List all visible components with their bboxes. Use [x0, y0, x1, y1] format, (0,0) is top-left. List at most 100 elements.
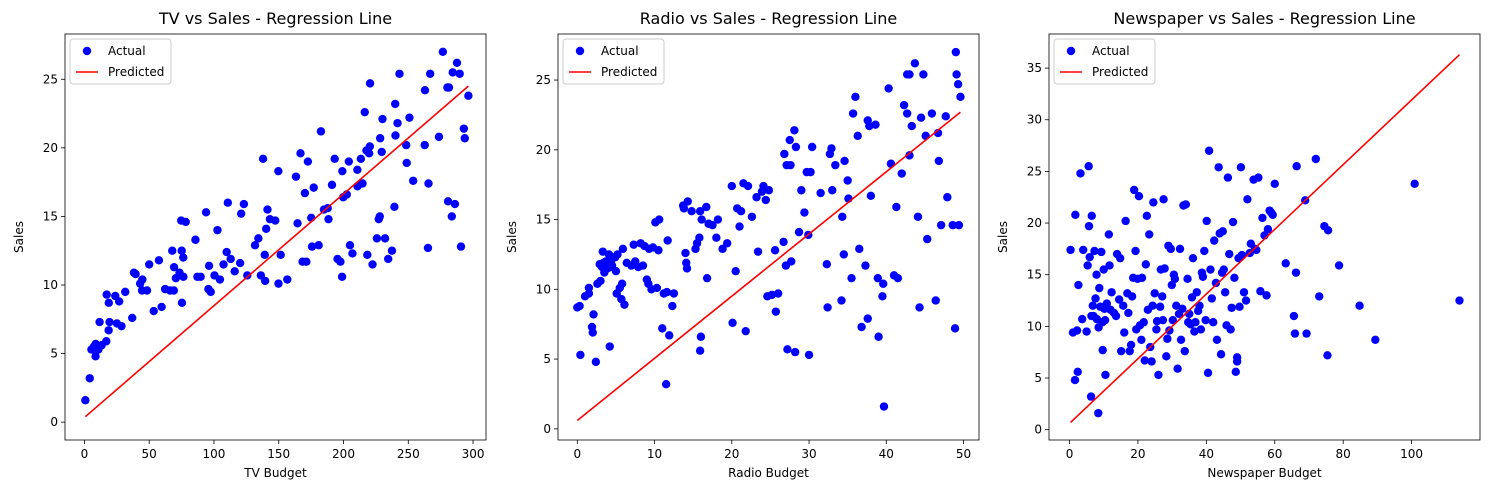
panel-title: TV vs Sales - Regression Line	[158, 9, 392, 28]
actual-point	[316, 127, 326, 136]
actual-point	[1236, 163, 1246, 172]
actual-point	[1212, 335, 1222, 344]
y-tick-label: 35	[1027, 61, 1042, 75]
actual-point	[1158, 292, 1167, 301]
actual-point	[456, 242, 466, 251]
actual-point	[736, 206, 746, 216]
actual-point	[1173, 364, 1182, 373]
actual-point	[584, 283, 594, 293]
y-tick-label: 25	[1027, 164, 1042, 178]
legend-actual-marker	[575, 46, 585, 56]
actual-point	[215, 275, 225, 284]
actual-point	[950, 324, 960, 333]
actual-point	[452, 58, 462, 68]
actual-point	[179, 272, 188, 281]
actual-point	[919, 70, 928, 79]
actual-point	[1150, 289, 1159, 298]
actual-point	[822, 260, 832, 269]
actual-point	[443, 197, 453, 206]
actual-point	[91, 352, 100, 361]
actual-point	[1289, 311, 1299, 321]
y-ticks: 0 5 10 15 20 25 30 35	[1027, 61, 1049, 437]
actual-point	[447, 212, 457, 221]
actual-point	[1099, 265, 1108, 274]
actual-point	[1155, 302, 1165, 311]
actual-point	[408, 176, 418, 185]
x-ticks: 0 50 100 150 200 250 300	[81, 440, 484, 461]
actual-point	[1120, 328, 1129, 337]
actual-point	[169, 286, 179, 295]
actual-point	[423, 243, 433, 253]
actual-point	[105, 317, 114, 327]
actual-point	[291, 172, 301, 181]
actual-point	[1256, 287, 1265, 296]
actual-point	[390, 99, 400, 109]
actual-point	[356, 154, 366, 164]
actual-point	[916, 113, 926, 122]
actual-point	[1076, 169, 1085, 178]
actual-point	[1230, 273, 1239, 283]
actual-point	[863, 314, 872, 323]
actual-point	[243, 271, 252, 280]
actual-point	[114, 297, 124, 306]
actual-point	[1095, 283, 1104, 293]
actual-point	[390, 202, 399, 212]
actual-point	[1206, 265, 1215, 274]
actual-point	[302, 257, 311, 266]
actual-point	[761, 195, 770, 205]
actual-point	[438, 47, 448, 57]
actual-point	[1162, 352, 1171, 361]
actual-point	[613, 250, 622, 259]
actual-point	[169, 262, 179, 272]
actual-point	[360, 107, 369, 117]
actual-point	[1083, 261, 1092, 270]
actual-point	[1134, 191, 1144, 201]
actual-point	[679, 204, 689, 213]
actual-point	[142, 286, 152, 295]
actual-point	[364, 149, 374, 158]
actual-point	[309, 183, 318, 192]
actual-point	[806, 167, 815, 177]
y-axis-label: Sales	[505, 221, 519, 253]
actual-point	[848, 109, 858, 118]
actual-point	[420, 140, 429, 150]
actual-point	[596, 276, 605, 286]
actual-point	[1159, 195, 1168, 204]
actual-point	[827, 144, 836, 153]
actual-point	[1137, 335, 1146, 344]
actual-point	[293, 219, 302, 228]
x-tick-label: 30	[801, 447, 816, 461]
actual-point	[1097, 247, 1106, 257]
actual-point	[168, 246, 177, 255]
actual-point	[658, 324, 667, 333]
actual-point	[702, 273, 712, 283]
actual-point	[327, 180, 337, 190]
actual-point	[1291, 268, 1301, 277]
y-tick-label: 20	[43, 141, 58, 155]
x-tick-label: 150	[267, 447, 290, 461]
actual-point	[239, 199, 249, 209]
actual-point	[708, 220, 717, 230]
actual-point	[785, 135, 794, 145]
y-tick-label: 0	[50, 415, 58, 429]
actual-point	[1163, 334, 1172, 343]
actual-point	[1270, 179, 1279, 188]
actual-point	[149, 306, 158, 316]
actual-point	[365, 79, 375, 88]
actual-point	[1198, 272, 1208, 281]
legend-predicted-label: Predicted	[108, 65, 164, 79]
actual-point	[931, 296, 940, 305]
actual-point	[1082, 327, 1091, 336]
actual-point	[879, 402, 889, 411]
actual-point	[892, 202, 901, 212]
actual-point	[828, 186, 837, 195]
actual-point	[1105, 261, 1114, 270]
panel-newspaper: Newspaper vs Sales - Regression Line New…	[996, 9, 1481, 480]
actual-point	[753, 247, 763, 256]
actual-point	[1237, 250, 1247, 260]
actual-point	[1239, 288, 1249, 297]
actual-point	[338, 166, 347, 176]
actual-point	[230, 267, 239, 276]
actual-point	[735, 222, 744, 231]
